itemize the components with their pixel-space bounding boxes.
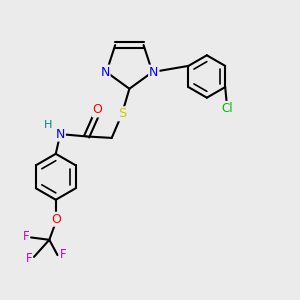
Text: N: N	[56, 128, 65, 141]
Text: O: O	[51, 213, 61, 226]
Text: S: S	[118, 107, 126, 120]
Text: N: N	[100, 66, 110, 79]
Text: O: O	[93, 103, 103, 116]
Text: F: F	[59, 248, 66, 261]
Text: F: F	[26, 252, 32, 265]
Text: N: N	[149, 66, 158, 79]
Text: Cl: Cl	[222, 102, 233, 115]
Text: F: F	[22, 230, 29, 243]
Text: H: H	[44, 120, 52, 130]
